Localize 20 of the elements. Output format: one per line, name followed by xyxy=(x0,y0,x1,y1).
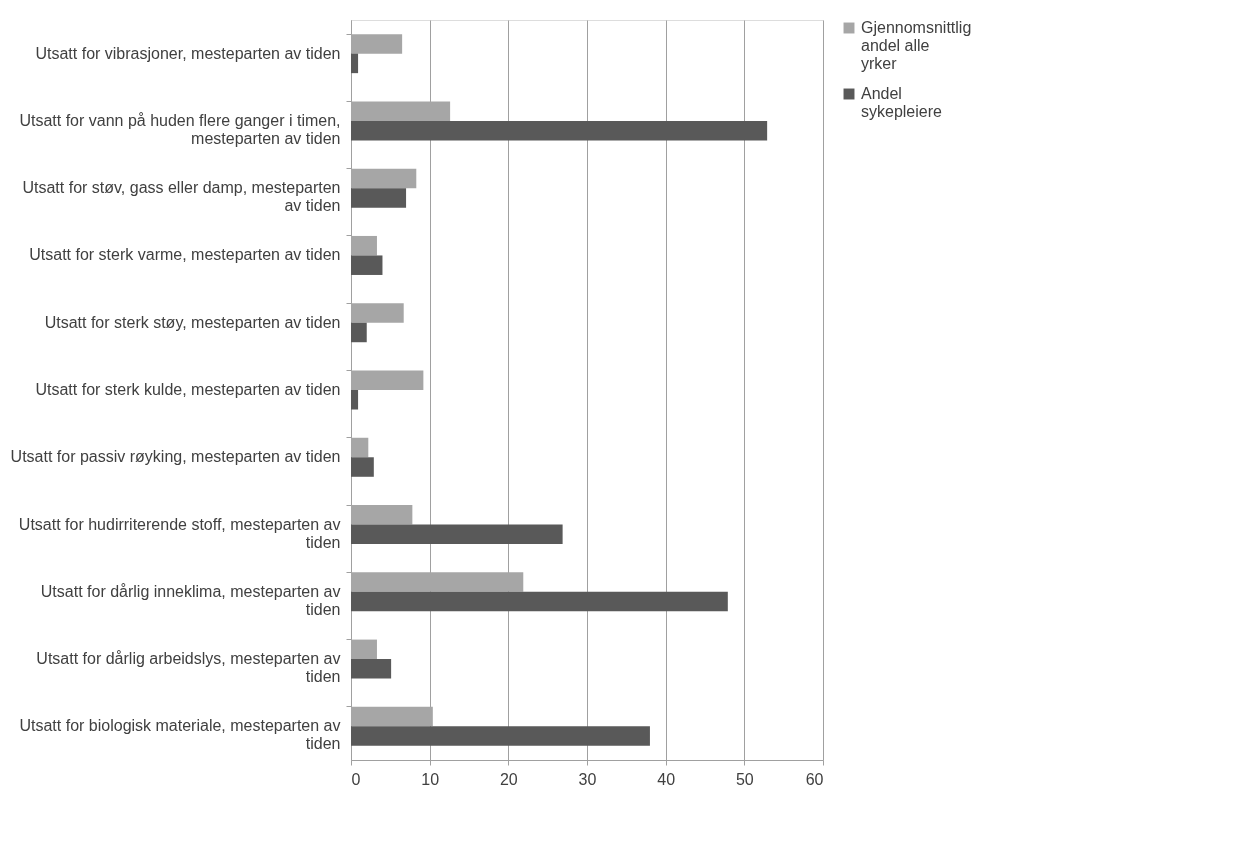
y-tick-label: Utsatt for sterk kulde, mesteparten av tiden xyxy=(35,381,341,398)
x-tick-label: 60 xyxy=(805,770,824,788)
x-tick-label: 0 xyxy=(351,770,361,788)
x-tick-label: 40 xyxy=(657,770,676,788)
y-tick-label: Utsatt for biologisk materiale, mesteparten av tiden xyxy=(19,717,341,753)
x-tick-label: 30 xyxy=(578,770,597,788)
x-tick-label: 20 xyxy=(499,770,518,788)
y-tick-label: Utsatt for støv, gass eller damp, mesteparten av tiden xyxy=(22,179,341,215)
y-tick-label: Utsatt for sterk støy, mesteparten av tiden xyxy=(44,313,341,331)
y-tick-label: Utsatt for sterk varme, mesteparten av tiden xyxy=(29,246,341,264)
y-tick-label: Utsatt for passiv røyking, mesteparten av tiden xyxy=(10,448,341,466)
x-tick-label: 50 xyxy=(735,770,754,788)
y-tick-label: Utsatt for vann på huden flere ganger i timen, mesteparten av tiden xyxy=(19,111,341,147)
legend-label: Andel sykepleiere xyxy=(861,85,943,120)
y-tick-label: Utsatt for dårlig inneklima, mesteparten av tiden xyxy=(40,582,341,618)
x-tick-label: 10 xyxy=(421,770,440,788)
y-tick-label: Utsatt for dårlig arbeidslys, mesteparten av tiden xyxy=(36,650,341,686)
y-tick-label: Utsatt for vibrasjoner, mesteparten av tiden xyxy=(35,44,341,62)
y-tick-label: Utsatt for hudirriterende stoff, mesteparten av tiden xyxy=(18,515,341,551)
legend-label: Gjennomsnittlig andel alle yrker xyxy=(861,19,972,72)
